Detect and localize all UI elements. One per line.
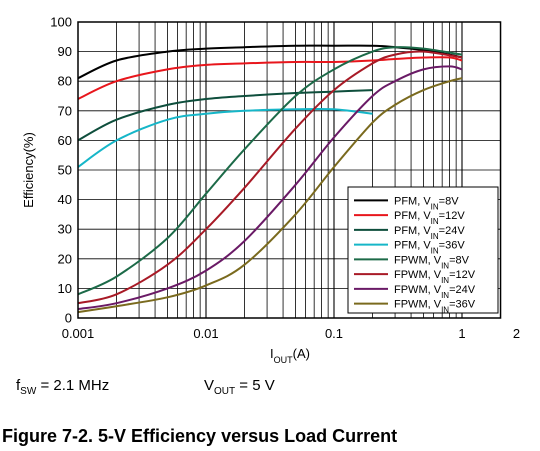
output-voltage-note: VOUT = 5 V — [204, 377, 275, 397]
y-tick-label: 50 — [58, 163, 72, 178]
y-axis-title: Efficiency(%) — [21, 132, 36, 208]
series-line — [77, 107, 373, 168]
x-tick-label: 0.001 — [62, 326, 95, 341]
y-tick-label: 40 — [58, 192, 72, 207]
legend-entry: FPWM, VIN=8V — [394, 254, 470, 270]
figure-caption: Figure 7-2. 5-V Efficiency versus Load C… — [2, 426, 398, 446]
y-tick-label: 10 — [58, 281, 72, 296]
y-tick-label: 90 — [58, 44, 72, 59]
series-line — [77, 50, 463, 305]
legend-entry: FPWM, VIN=36V — [394, 299, 476, 315]
y-tick-label: 30 — [58, 222, 72, 237]
legend-entry: PFM, VIN=24V — [394, 225, 465, 241]
chart-series — [77, 44, 463, 314]
series-line — [77, 56, 463, 100]
switching-frequency-note: fSW = 2.1 MHz — [16, 377, 110, 397]
legend-box — [347, 186, 499, 314]
legend-entry: FPWM, VIN=24V — [394, 284, 476, 300]
series-line — [77, 77, 463, 314]
x-tick-labels: 0.001 0.01 0.1 1 2 — [62, 326, 520, 341]
legend-entry: FPWM, VIN=12V — [394, 269, 476, 285]
legend-entry: PFM, VIN=12V — [394, 210, 465, 226]
legend-entry: PFM, VIN=36V — [394, 240, 465, 256]
y-tick-label: 0 — [65, 311, 72, 326]
y-tick-label: 100 — [50, 15, 72, 30]
efficiency-chart: 0 10 20 30 40 50 60 70 80 90 100 0.001 0.01 0.1 1 2 Ef… — [21, 15, 520, 366]
plot-frame — [77, 21, 502, 319]
legend-entry: PFM, VIN=8V — [394, 195, 459, 211]
y-tick-label: 60 — [58, 133, 72, 148]
series-line — [77, 65, 463, 311]
y-tick-label: 20 — [58, 251, 72, 266]
x-tick-label: 0.01 — [193, 326, 218, 341]
series-line — [77, 46, 463, 296]
y-tick-label: 80 — [58, 74, 72, 89]
x-tick-label: 0.1 — [325, 326, 343, 341]
y-tick-labels: 0 10 20 30 40 50 60 70 80 90 100 — [50, 15, 72, 326]
y-tick-label: 70 — [58, 103, 72, 118]
x-tick-label: 1 — [458, 326, 465, 341]
series-line — [77, 44, 463, 80]
x-tick-label: 2 — [513, 326, 520, 341]
x-axis-title: IOUT(A) — [270, 346, 310, 365]
